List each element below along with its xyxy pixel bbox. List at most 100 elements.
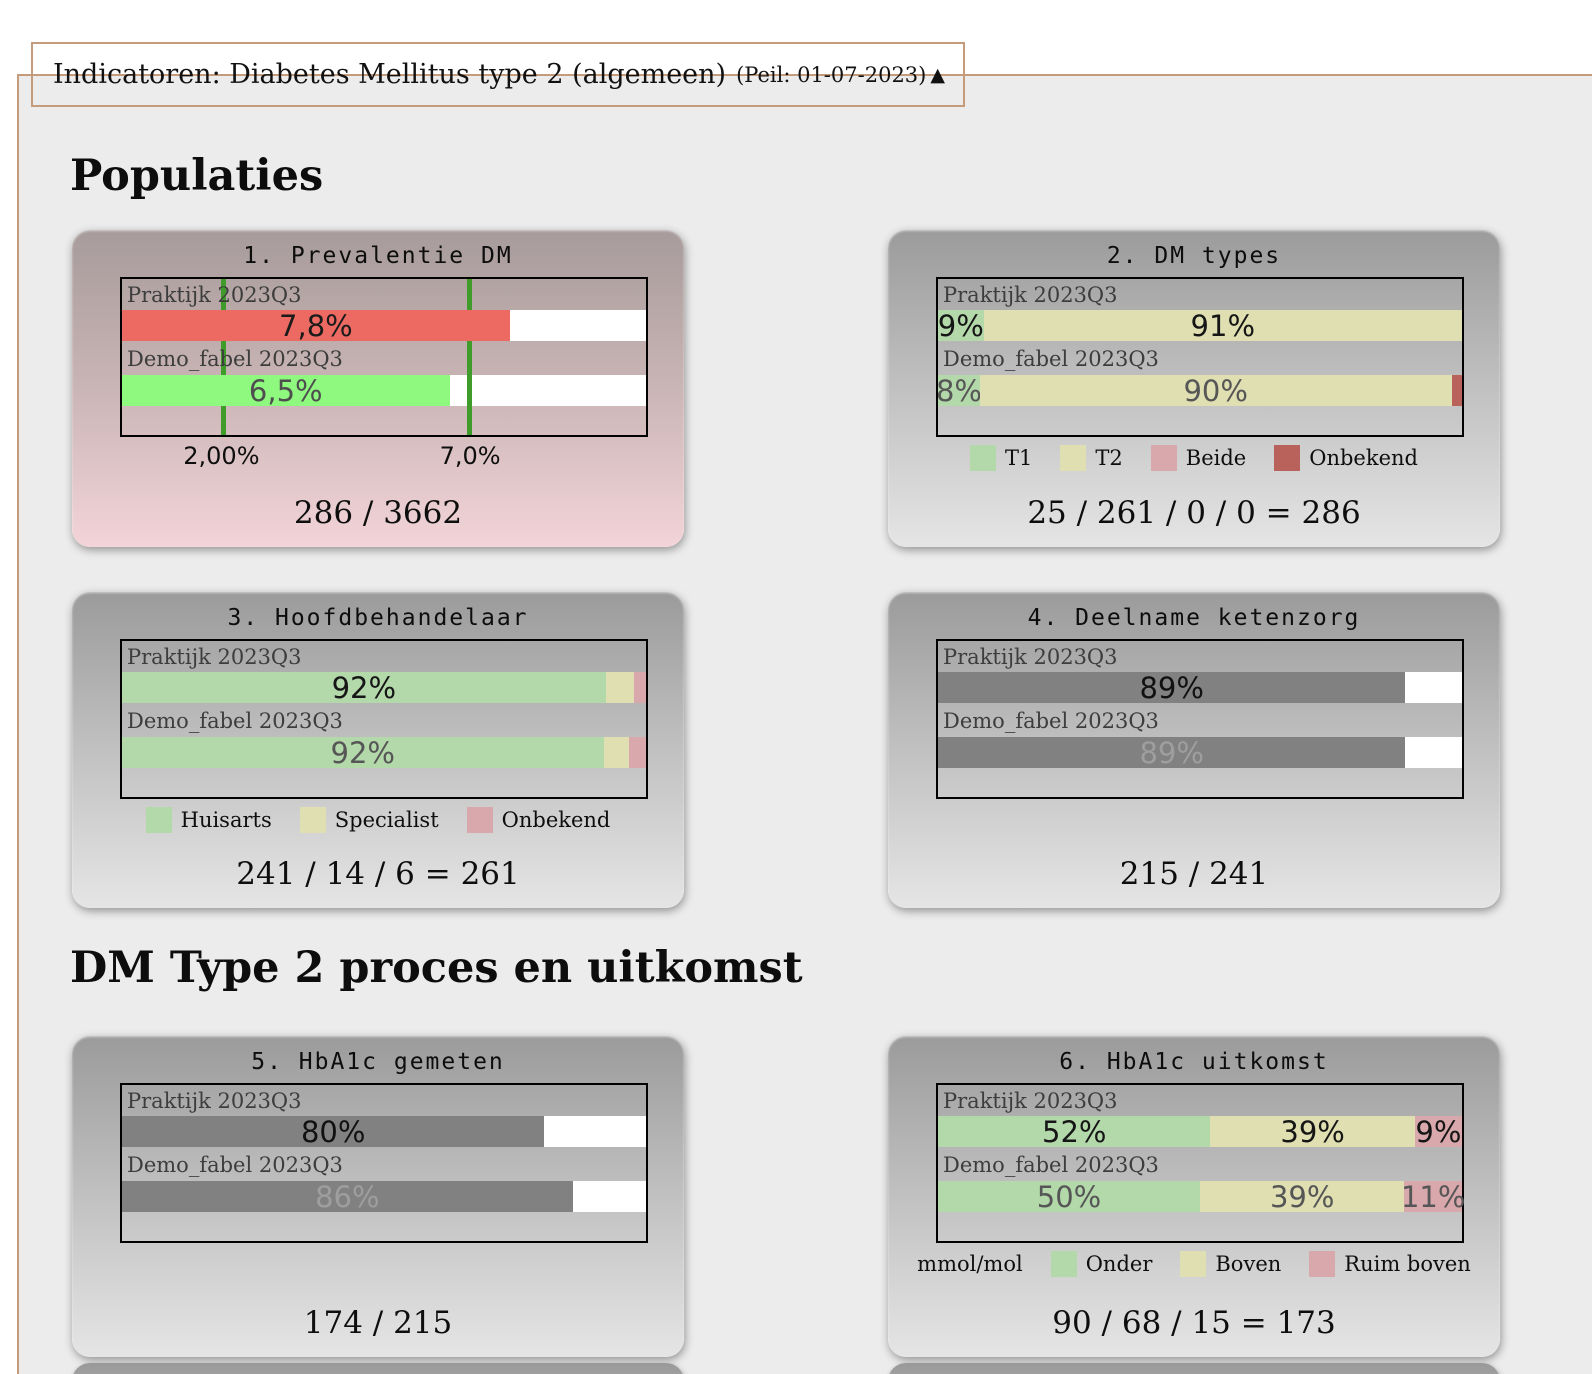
legend-item: T2 <box>1060 445 1123 471</box>
legend-swatch-icon <box>466 807 493 833</box>
bar-segment: 9% <box>1414 1114 1462 1149</box>
bar-segment: 39% <box>1210 1115 1415 1149</box>
chart-box: Praktijk 2023Q3 80% Demo_fabel 2023Q3 86… <box>120 1083 648 1243</box>
legend-label: Beide <box>1185 446 1247 470</box>
legend-swatch-icon <box>970 445 997 471</box>
legend-swatch-icon <box>1180 1251 1207 1277</box>
row-label-praktijk: Praktijk 2023Q3 <box>943 645 1118 669</box>
legend-label: Onbekend <box>501 808 611 832</box>
count-label: 25 / 261 / 0 / 0 = 286 <box>1027 495 1361 531</box>
row-label-praktijk: Praktijk 2023Q3 <box>943 1089 1118 1113</box>
legend-item: Specialist <box>299 807 439 833</box>
legend-item: Onder <box>1050 1251 1153 1277</box>
bar-track: 50% 39% 11% <box>938 1179 1466 1214</box>
row-label-praktijk: Praktijk 2023Q3 <box>943 283 1118 307</box>
card-title: 1. Prevalentie DM <box>243 243 513 269</box>
legend-unit-label: mmol/mol <box>917 1252 1023 1276</box>
count-label: 286 / 3662 <box>293 495 463 531</box>
bar-segment: 91% <box>983 309 1462 343</box>
indicator-header-peil-date: (Peil: 01-07-2023) <box>736 62 927 87</box>
card-title: 6. HbA1c uitkomst <box>1059 1049 1329 1075</box>
bar-segment <box>603 737 630 768</box>
bar-segment <box>605 672 634 703</box>
legend-item: Onbekend <box>1274 445 1418 471</box>
legend-label: T1 <box>1005 446 1033 470</box>
collapse-arrow-icon[interactable]: ▲ <box>930 63 945 86</box>
card-legend: T1 T2 Beide Onbekend <box>888 445 1500 471</box>
card-legend: Huisarts Specialist Onbekend <box>72 807 684 833</box>
bar-segment: 89% <box>938 736 1406 770</box>
bar-segment: 80% <box>122 1115 545 1149</box>
bar-segment: 86% <box>122 1180 573 1214</box>
bar-track: 7,8% <box>122 309 646 343</box>
count-label: 174 / 215 <box>303 1305 453 1341</box>
bar-track: 92% <box>122 671 646 705</box>
row-label-demo: Demo_fabel 2023Q3 <box>943 347 1159 371</box>
bar-segment: 7,8% <box>122 309 510 343</box>
indicator-header-title: Indicatoren: Diabetes Mellitus type 2 (a… <box>53 59 727 90</box>
legend-item: Huisarts <box>145 807 272 833</box>
bar-segment: 92% <box>122 736 604 770</box>
bar-segment: 89% <box>938 671 1406 705</box>
bar-track: 89% <box>938 736 1462 770</box>
row-label-demo: Demo_fabel 2023Q3 <box>943 709 1159 733</box>
bar-track: 80% <box>122 1115 646 1149</box>
chart-box: Praktijk 2023Q3 89% Demo_fabel 2023Q3 89… <box>936 639 1464 799</box>
legend-label: T2 <box>1095 446 1123 470</box>
legend-label: Onder <box>1085 1252 1153 1276</box>
count-label: 241 / 14 / 6 = 261 <box>236 856 520 892</box>
legend-swatch-icon <box>145 807 172 833</box>
axis-tick-label: 7,0% <box>439 442 501 470</box>
legend-label: Boven <box>1215 1252 1282 1276</box>
legend-item: Ruim boven <box>1309 1251 1471 1277</box>
legend-swatch-icon <box>1274 445 1301 471</box>
legend-label: Onbekend <box>1309 446 1418 470</box>
card-title: 3. Hoofdbehandelaar <box>227 605 529 631</box>
bar-segment: 39% <box>1200 1180 1405 1214</box>
legend-swatch-icon <box>299 807 326 833</box>
bar-track: 9% 91% <box>937 308 1462 343</box>
legend-item: Beide <box>1150 445 1247 471</box>
bar-segment: 11% <box>1400 1179 1466 1214</box>
legend-item: T1 <box>970 445 1032 471</box>
card-title: 4. Deelname ketenzorg <box>1027 605 1361 631</box>
bar-track: 92% <box>122 736 646 770</box>
legend-item: Boven <box>1180 1251 1281 1277</box>
card-prevalentie-dm: 1. Prevalentie DM Praktijk 2023Q3 7,8% D… <box>72 230 684 547</box>
card-legend: mmol/mol Onder Boven Ruim boven <box>888 1251 1500 1277</box>
bar-segment <box>1451 375 1462 406</box>
bar-segment: 92% <box>122 671 606 705</box>
chart-box: Praktijk 2023Q3 7,8% Demo_fabel 2023Q3 6… <box>120 277 648 437</box>
next-card-partial-left <box>72 1363 684 1374</box>
chart-box: Praktijk 2023Q3 92% Demo_fabel 2023Q3 92… <box>120 639 648 799</box>
card-deelname-ketenzorg: 4. Deelname ketenzorg Praktijk 2023Q3 89… <box>888 592 1500 908</box>
row-label-praktijk: Praktijk 2023Q3 <box>127 283 302 307</box>
row-label-demo: Demo_fabel 2023Q3 <box>127 1153 343 1177</box>
count-label: 215 / 241 <box>1119 856 1269 892</box>
legend-label: Specialist <box>334 808 439 832</box>
card-hba1c-gemeten: 5. HbA1c gemeten Praktijk 2023Q3 80% Dem… <box>72 1036 684 1357</box>
bar-track: 8% 90% <box>935 373 1462 408</box>
card-hba1c-uitkomst: 6. HbA1c uitkomst Praktijk 2023Q3 52% 39%… <box>888 1036 1500 1357</box>
bar-segment: 8% <box>935 373 982 408</box>
card-title: 2. DM types <box>1106 243 1282 269</box>
indicator-header-toggle[interactable]: Indicatoren: Diabetes Mellitus type 2 (a… <box>31 42 965 107</box>
card-dm-types: 2. DM types Praktijk 2023Q3 9% 91% Demo_f… <box>888 230 1500 547</box>
legend-item: Onbekend <box>466 807 611 833</box>
section-heading-populaties: Populaties <box>70 151 324 201</box>
axis-ticks: 2,00% 7,0% <box>120 442 648 474</box>
bar-segment: 9% <box>937 308 984 343</box>
section-heading-dm-type2: DM Type 2 proces en uitkomst <box>70 943 803 993</box>
bar-track: 6,5% <box>122 374 646 408</box>
reference-line <box>220 279 226 435</box>
bar-segment: 90% <box>979 374 1452 408</box>
bar-segment: 52% <box>938 1115 1211 1149</box>
legend-swatch-icon <box>1060 445 1087 471</box>
chart-box: Praktijk 2023Q3 52% 39% 9% Demo_fabel 2023… <box>936 1083 1466 1243</box>
bar-track: 86% <box>122 1180 646 1214</box>
legend-swatch-icon <box>1309 1251 1336 1277</box>
row-label-praktijk: Praktijk 2023Q3 <box>127 1089 302 1113</box>
bar-segment <box>629 737 646 768</box>
count-label: 90 / 68 / 15 = 173 <box>1052 1305 1336 1341</box>
